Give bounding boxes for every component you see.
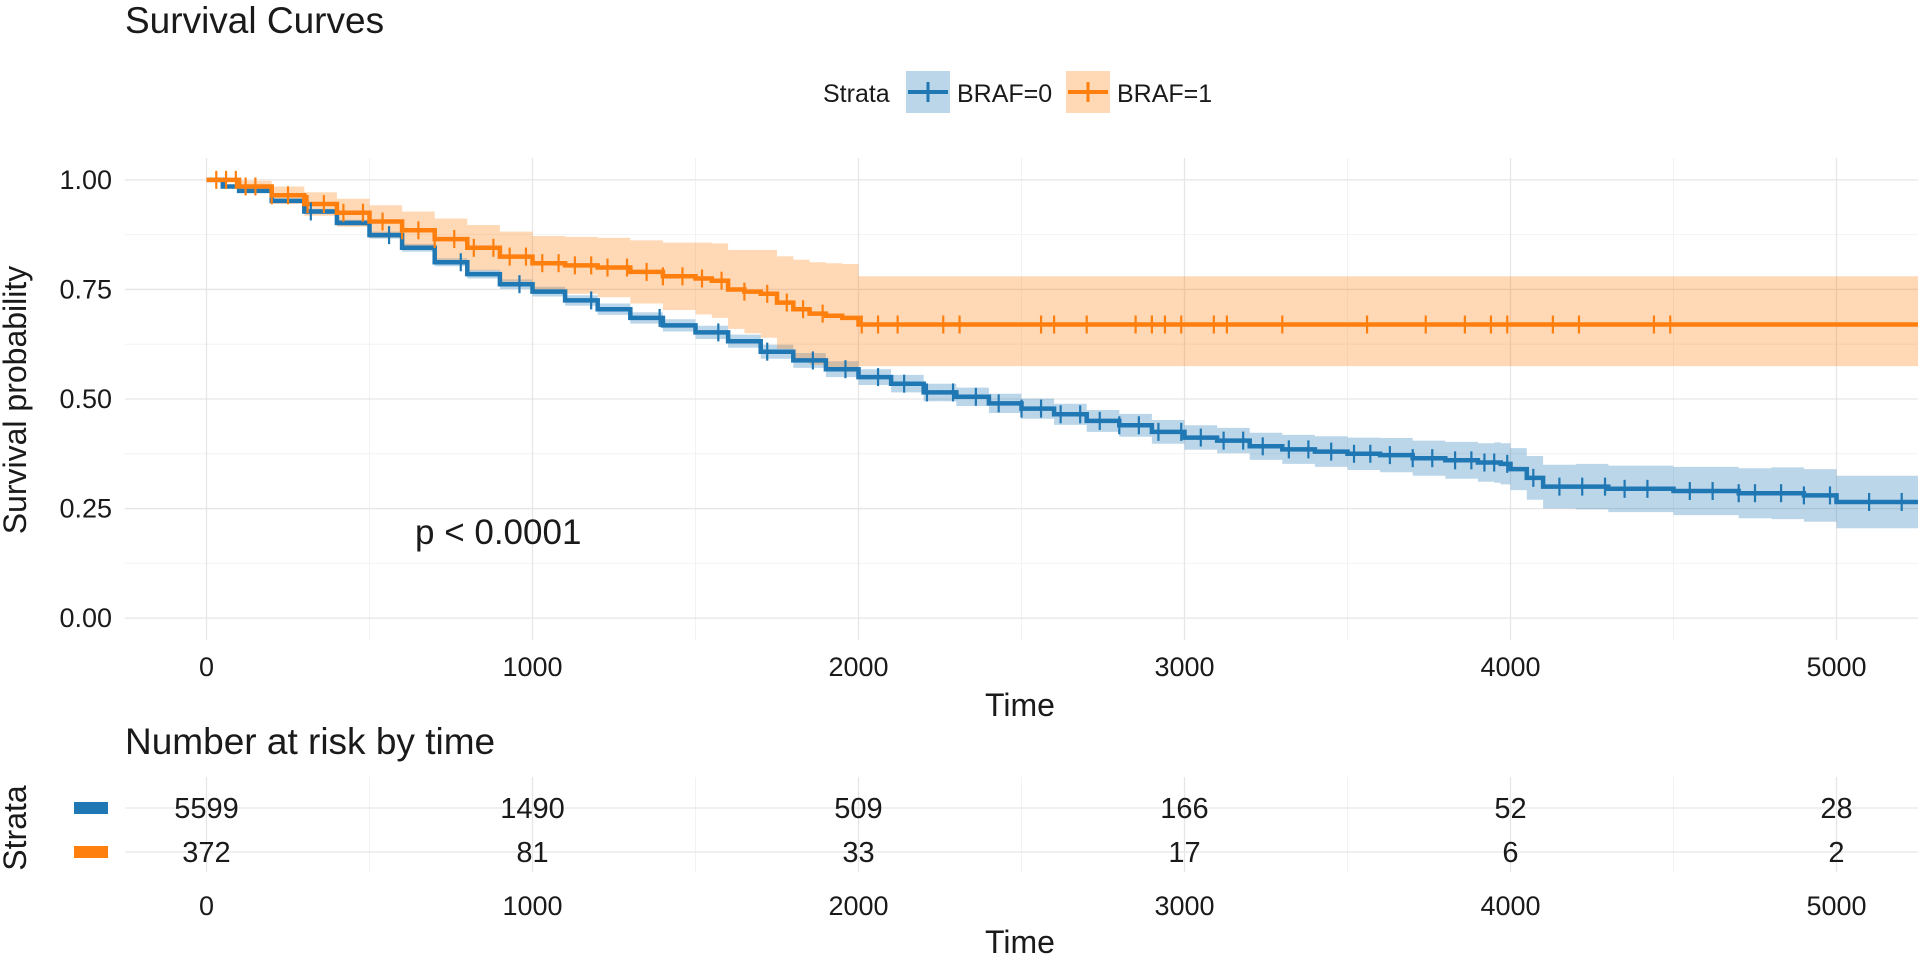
risk-table-cells: 5599 1490 509 166 52 28 372 81 33 17 6 2	[174, 793, 1852, 869]
risk-cell: 52	[1494, 793, 1526, 825]
x-tick-label: 2000	[828, 652, 888, 682]
risk-cell: 1490	[500, 793, 565, 825]
x-tick-label: 3000	[1154, 652, 1214, 682]
y-axis-title: Survival probability	[0, 266, 33, 535]
risk-x-axis-title: Time	[985, 924, 1055, 960]
y-tick-labels: 0.00 0.25 0.50 0.75 1.00	[59, 165, 112, 633]
x-tick-label: 5000	[1806, 652, 1866, 682]
risk-cell: 28	[1820, 793, 1852, 825]
confidence-bands	[206, 179, 1918, 529]
censor-marks	[215, 170, 1903, 511]
risk-x-tick-label: 4000	[1480, 891, 1540, 921]
main-grid	[125, 158, 1918, 640]
x-tick-label: 0	[199, 652, 214, 682]
risk-cell: 166	[1160, 793, 1208, 825]
risk-x-tick-label: 3000	[1154, 891, 1214, 921]
x-tick-labels: 0 1000 2000 3000 4000 5000	[199, 652, 1867, 682]
risk-table-strata-keys	[74, 802, 108, 858]
risk-cell: 81	[516, 837, 548, 869]
risk-x-tick-label: 2000	[828, 891, 888, 921]
risk-x-tick-labels: 0 1000 2000 3000 4000 5000	[199, 891, 1867, 921]
ci-band-1	[206, 179, 1918, 372]
risk-x-tick-label: 1000	[502, 891, 562, 921]
x-axis-title: Time	[985, 687, 1055, 723]
x-tick-label: 1000	[502, 652, 562, 682]
risk-x-tick-label: 5000	[1806, 891, 1866, 921]
risk-cell: 372	[182, 837, 230, 869]
risk-table-title: Number at risk by time	[125, 721, 495, 762]
legend-label-braf0: BRAF=0	[957, 80, 1052, 108]
risk-table-grid	[125, 777, 1918, 872]
legend-label-braf1: BRAF=1	[1117, 80, 1212, 108]
risk-strata-key-0	[74, 802, 108, 814]
p-value-annotation: p < 0.0001	[415, 513, 581, 552]
chart-title: Survival Curves	[125, 0, 384, 41]
risk-cell: 6	[1502, 837, 1518, 869]
risk-y-axis-title: Strata	[0, 785, 33, 871]
risk-strata-key-1	[74, 846, 108, 858]
y-tick-label: 0.00	[59, 603, 112, 633]
risk-cell: 2	[1828, 837, 1844, 869]
y-tick-label: 0.75	[59, 274, 112, 304]
y-tick-label: 1.00	[59, 165, 112, 195]
risk-cell: 5599	[174, 793, 239, 825]
risk-cell: 17	[1168, 837, 1200, 869]
legend-title: Strata	[823, 80, 890, 108]
y-tick-label: 0.25	[59, 494, 112, 524]
risk-cell: 33	[842, 837, 874, 869]
x-tick-label: 4000	[1480, 652, 1540, 682]
risk-cell: 509	[834, 793, 882, 825]
y-tick-label: 0.50	[59, 384, 112, 414]
legend: Strata BRAF=0 BRAF=1	[823, 71, 1212, 113]
risk-x-tick-label: 0	[199, 891, 214, 921]
